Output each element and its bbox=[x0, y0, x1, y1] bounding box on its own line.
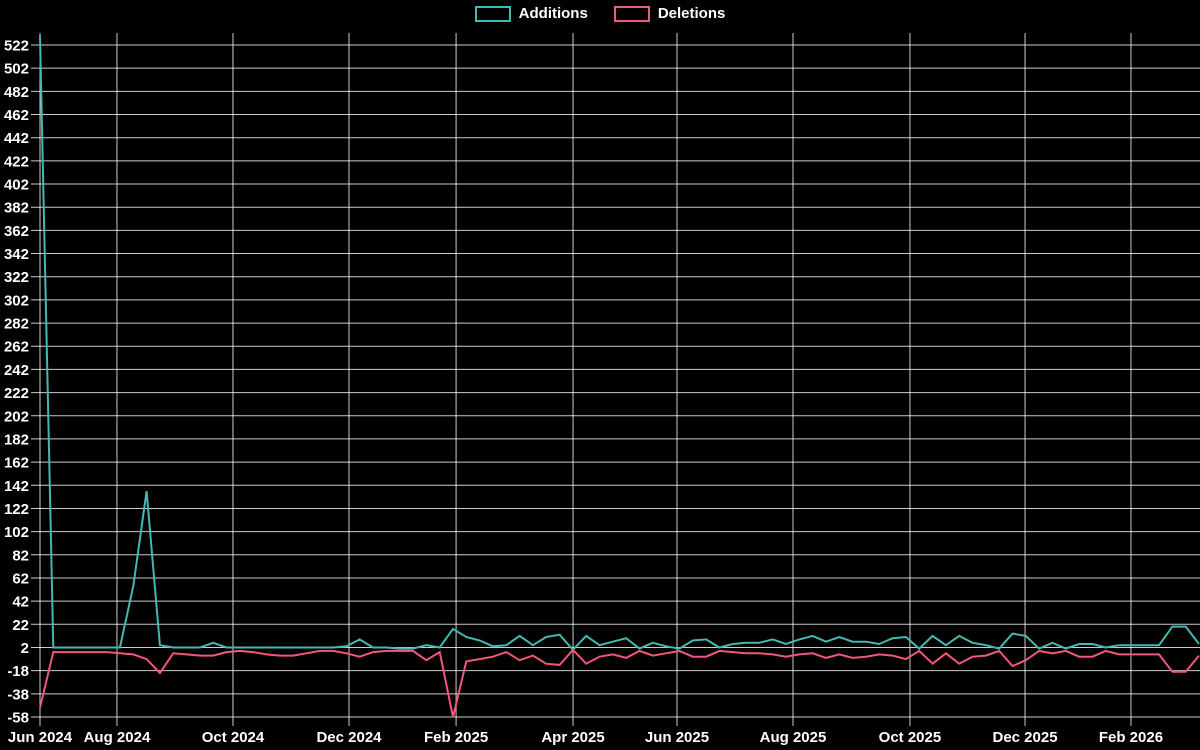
x-tick-label: Feb 2026 bbox=[1099, 729, 1163, 746]
x-tick-label: Apr 2025 bbox=[541, 729, 604, 746]
x-tick-label: Oct 2025 bbox=[879, 729, 942, 746]
legend-item-additions[interactable]: Additions bbox=[474, 5, 588, 23]
y-tick-label: 282 bbox=[4, 316, 29, 333]
deletions-line bbox=[39, 648, 1200, 718]
y-tick-label: -58 bbox=[7, 709, 29, 726]
x-tick-label: Jun 2025 bbox=[645, 729, 709, 746]
additions-line bbox=[39, 35, 1200, 652]
y-tick-label: 262 bbox=[4, 339, 29, 356]
y-tick-label: 142 bbox=[4, 478, 29, 495]
y-tick-label: 342 bbox=[4, 246, 29, 263]
y-tick-label: -18 bbox=[7, 663, 29, 680]
y-tick-label: 382 bbox=[4, 200, 29, 217]
x-tick-label: Oct 2024 bbox=[202, 729, 265, 746]
x-tick-label: Dec 2024 bbox=[316, 729, 382, 746]
y-tick-label: 182 bbox=[4, 431, 29, 448]
y-tick-label: 402 bbox=[4, 177, 29, 194]
y-tick-label: 202 bbox=[4, 408, 29, 425]
x-tick-label: Aug 2024 bbox=[84, 729, 151, 746]
y-tick-label: 302 bbox=[4, 292, 29, 309]
y-tick-label: 462 bbox=[4, 107, 29, 124]
y-tick-label: 222 bbox=[4, 385, 29, 402]
deletions-legend-swatch bbox=[613, 6, 650, 22]
x-tick-label: Aug 2025 bbox=[760, 729, 827, 746]
y-tick-label: 22 bbox=[12, 617, 29, 634]
y-tick-label: 122 bbox=[4, 501, 29, 518]
y-tick-label: 322 bbox=[4, 269, 29, 286]
chart-legend: Additions Deletions bbox=[0, 5, 1200, 23]
deletions-legend-label: Deletions bbox=[657, 5, 726, 22]
y-tick-label: 2 bbox=[21, 640, 29, 657]
additions-legend-label: Additions bbox=[518, 5, 588, 22]
y-tick-label: 422 bbox=[4, 153, 29, 170]
y-tick-label: 62 bbox=[12, 570, 29, 587]
additions-legend-swatch bbox=[474, 6, 511, 22]
x-tick-label: Dec 2025 bbox=[993, 729, 1058, 746]
y-tick-label: 502 bbox=[4, 61, 29, 78]
y-tick-label: 442 bbox=[4, 130, 29, 147]
y-tick-label: 362 bbox=[4, 223, 29, 240]
y-tick-label: 482 bbox=[4, 84, 29, 101]
y-tick-label: 522 bbox=[4, 38, 29, 55]
y-tick-label: 162 bbox=[4, 455, 29, 472]
y-tick-label: -38 bbox=[7, 686, 29, 703]
y-tick-label: 42 bbox=[12, 594, 29, 611]
y-tick-label: 102 bbox=[4, 524, 29, 541]
y-tick-label: 242 bbox=[4, 362, 29, 379]
x-tick-label: Feb 2025 bbox=[424, 729, 488, 746]
x-tick-label: Jun 2024 bbox=[8, 729, 73, 746]
legend-item-deletions[interactable]: Deletions bbox=[613, 5, 726, 23]
y-tick-label: 82 bbox=[12, 547, 29, 564]
